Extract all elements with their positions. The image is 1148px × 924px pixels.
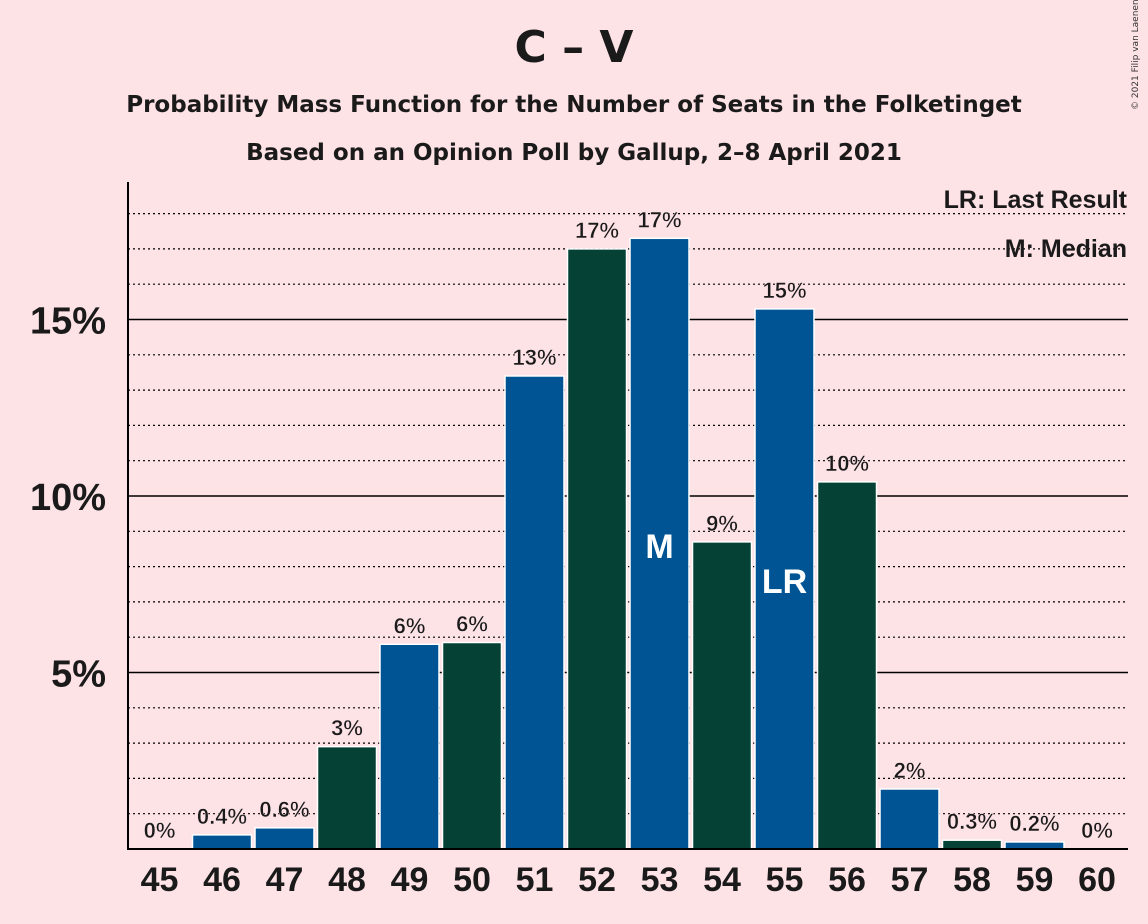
x-tick-label: 49 (391, 861, 429, 899)
x-tick-label: 54 (703, 861, 741, 899)
x-tick-label: 51 (516, 861, 554, 899)
legend-last-result: LR: Last Result (944, 186, 1128, 214)
bar-52 (566, 248, 628, 850)
bar-50 (441, 641, 503, 850)
bar-51 (504, 375, 565, 850)
x-tick-label: 47 (266, 861, 304, 899)
data-label: 0% (1081, 818, 1113, 843)
chart-subtitle: Probability Mass Function for the Number… (126, 92, 1022, 118)
bar-53 (629, 237, 690, 850)
bar-46 (191, 834, 253, 850)
data-label: 0.4% (197, 804, 247, 829)
x-tick-label: 58 (953, 861, 991, 899)
data-label: 9% (706, 511, 738, 536)
x-tick-label: 52 (578, 861, 616, 899)
bar-56 (816, 481, 878, 850)
data-label: 17% (575, 218, 619, 243)
x-tick-label: 48 (328, 861, 366, 899)
data-label: 6% (456, 611, 488, 636)
y-tick-label: 10% (30, 477, 106, 519)
median-marker: M (645, 528, 673, 566)
bars (191, 237, 1065, 850)
last-result-marker: LR (762, 563, 807, 601)
x-tick-label: 45 (141, 861, 179, 899)
data-label: 0.6% (259, 797, 309, 822)
data-label: 6% (394, 613, 426, 638)
data-label: 0% (144, 818, 176, 843)
axes (127, 182, 1128, 850)
x-tick-label: 59 (1016, 861, 1054, 899)
gridlines: 5% 10% 15% (30, 213, 1128, 815)
bar-59 (1004, 841, 1065, 850)
bar-48 (316, 745, 378, 850)
labels: 0% 45 0.4% 46 0.6% 47 3% 48 6% 49 6% 50 13% 51 17% 52 17… (141, 207, 1116, 899)
chart-subtitle-poll: Based on an Opinion Poll by Gallup, 2–8 … (246, 140, 902, 166)
chart-title: C – V (514, 22, 634, 73)
x-tick-label: 57 (891, 861, 929, 899)
data-label: 0.3% (947, 809, 997, 834)
bar-58 (941, 839, 1003, 850)
x-tick-label: 53 (641, 861, 679, 899)
data-label: 17% (637, 207, 681, 232)
x-tick-label: 46 (203, 861, 241, 899)
data-label: 0.2% (1009, 811, 1059, 836)
data-label: 15% (762, 278, 806, 303)
bar-47 (254, 827, 315, 850)
data-label: 3% (331, 716, 363, 741)
x-tick-label: 60 (1078, 861, 1116, 899)
bar-55 (754, 308, 815, 850)
x-tick-label: 55 (766, 861, 804, 899)
legend-median: M: Median (1005, 235, 1127, 263)
bar-49 (379, 643, 440, 850)
y-tick-label: 5% (51, 654, 106, 696)
data-label: 2% (894, 758, 926, 783)
x-tick-label: 50 (453, 861, 491, 899)
bar-54 (691, 541, 753, 850)
data-label: 10% (825, 451, 869, 476)
x-tick-label: 56 (828, 861, 866, 899)
bar-57 (879, 788, 940, 850)
y-tick-label: 15% (30, 301, 106, 343)
data-label: 13% (512, 345, 556, 370)
